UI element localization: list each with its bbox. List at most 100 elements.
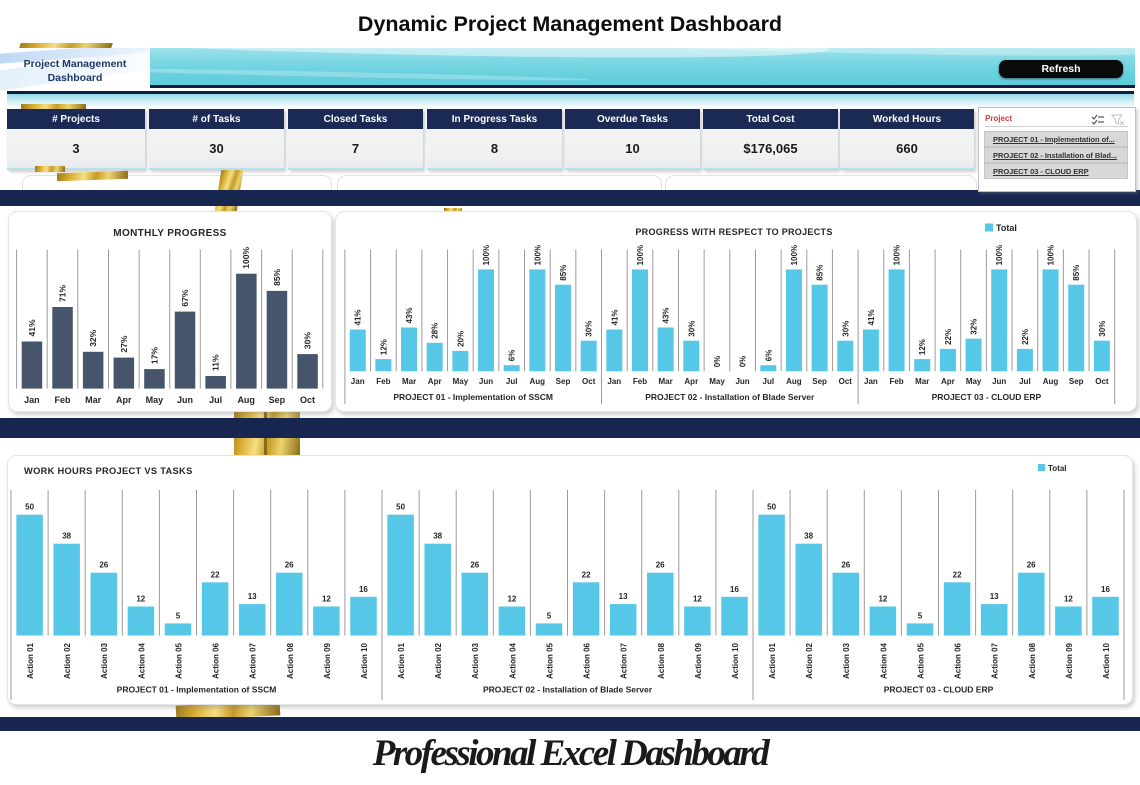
svg-text:71%: 71% [58, 285, 68, 302]
svg-text:Apr: Apr [684, 377, 698, 386]
svg-text:43%: 43% [405, 307, 414, 323]
svg-text:38: 38 [804, 532, 813, 541]
svg-text:22: 22 [211, 570, 220, 579]
svg-text:26: 26 [1027, 561, 1036, 570]
svg-text:PROJECT 02 - Installation of B: PROJECT 02 - Installation of Blade Serve… [483, 685, 653, 695]
svg-text:43%: 43% [662, 307, 671, 323]
svg-text:Action 09: Action 09 [323, 642, 332, 679]
svg-text:17%: 17% [149, 347, 159, 364]
svg-text:Sep: Sep [556, 377, 571, 386]
svg-text:100%: 100% [995, 245, 1004, 265]
svg-text:Jul: Jul [209, 395, 222, 405]
svg-text:12: 12 [1064, 595, 1073, 604]
svg-text:Feb: Feb [633, 377, 647, 386]
svg-text:11%: 11% [211, 354, 221, 371]
svg-text:Sep: Sep [1069, 377, 1084, 386]
svg-text:PROJECT 03 - CLOUD ERP: PROJECT 03 - CLOUD ERP [932, 392, 1042, 402]
svg-text:May: May [709, 377, 725, 386]
svg-text:30%: 30% [687, 321, 696, 337]
svg-text:Action 07: Action 07 [249, 642, 258, 679]
svg-text:100%: 100% [482, 245, 491, 265]
svg-text:85%: 85% [1072, 265, 1081, 281]
svg-text:100%: 100% [241, 247, 251, 269]
svg-text:20%: 20% [456, 331, 465, 347]
svg-text:12: 12 [136, 595, 145, 604]
svg-text:Action 08: Action 08 [1028, 642, 1037, 679]
svg-text:6%: 6% [764, 350, 773, 362]
svg-text:Action 04: Action 04 [879, 642, 888, 679]
svg-text:26: 26 [470, 561, 479, 570]
svg-text:6%: 6% [508, 350, 517, 362]
svg-text:Jun: Jun [735, 377, 749, 386]
svg-text:38: 38 [62, 532, 71, 541]
svg-text:Action 10: Action 10 [1102, 642, 1111, 679]
svg-text:Action 08: Action 08 [657, 642, 666, 679]
svg-text:May: May [966, 377, 982, 386]
svg-text:13: 13 [619, 592, 628, 601]
svg-text:30%: 30% [585, 321, 594, 337]
svg-text:26: 26 [99, 561, 108, 570]
svg-text:Action 03: Action 03 [842, 642, 851, 679]
svg-text:41%: 41% [867, 309, 876, 325]
svg-text:100%: 100% [893, 245, 902, 265]
svg-text:Feb: Feb [376, 377, 390, 386]
svg-text:12: 12 [878, 595, 887, 604]
svg-text:Action 06: Action 06 [212, 642, 221, 679]
svg-text:PROGRESS WITH RESPECT TO PROJE: PROGRESS WITH RESPECT TO PROJECTS [635, 227, 832, 237]
svg-text:Jul: Jul [1019, 377, 1031, 386]
svg-text:Apr: Apr [941, 377, 955, 386]
svg-text:Aug: Aug [1043, 377, 1059, 386]
svg-text:Action 02: Action 02 [434, 642, 443, 679]
svg-text:Apr: Apr [428, 377, 442, 386]
svg-text:12: 12 [322, 595, 331, 604]
svg-text:Jan: Jan [24, 395, 40, 405]
svg-text:85%: 85% [816, 265, 825, 281]
svg-text:Total: Total [1048, 464, 1067, 473]
svg-text:12%: 12% [379, 339, 388, 355]
svg-text:100%: 100% [790, 245, 799, 265]
svg-text:100%: 100% [533, 245, 542, 265]
svg-text:Action 09: Action 09 [694, 642, 703, 679]
svg-text:Feb: Feb [889, 377, 903, 386]
svg-text:PROJECT 03 - CLOUD ERP: PROJECT 03 - CLOUD ERP [884, 685, 994, 695]
svg-text:26: 26 [285, 561, 294, 570]
svg-text:Action 03: Action 03 [100, 642, 109, 679]
svg-text:26: 26 [656, 561, 665, 570]
svg-text:Action 06: Action 06 [954, 642, 963, 679]
svg-text:Jun: Jun [479, 377, 493, 386]
svg-text:Apr: Apr [116, 395, 132, 405]
svg-text:Jan: Jan [864, 377, 878, 386]
svg-text:May: May [453, 377, 469, 386]
svg-text:22: 22 [582, 570, 591, 579]
svg-text:41%: 41% [27, 319, 37, 336]
svg-text:MONTHLY PROGRESS: MONTHLY PROGRESS [113, 228, 226, 239]
svg-text:Mar: Mar [85, 395, 102, 405]
svg-text:Oct: Oct [839, 377, 853, 386]
svg-text:0%: 0% [739, 356, 748, 368]
svg-text:5: 5 [176, 611, 181, 620]
svg-text:Mar: Mar [915, 377, 929, 386]
svg-text:50: 50 [396, 503, 405, 512]
svg-text:38: 38 [433, 532, 442, 541]
svg-text:Action 08: Action 08 [286, 642, 295, 679]
svg-text:100%: 100% [1047, 245, 1056, 265]
svg-text:85%: 85% [272, 268, 282, 285]
svg-text:Aug: Aug [786, 377, 802, 386]
svg-text:Total: Total [996, 223, 1017, 233]
svg-text:Action 05: Action 05 [175, 642, 184, 679]
svg-text:Jan: Jan [351, 377, 365, 386]
svg-text:30%: 30% [1098, 321, 1107, 337]
svg-text:Jun: Jun [177, 395, 193, 405]
svg-text:Action 01: Action 01 [26, 642, 35, 679]
svg-text:May: May [146, 395, 164, 405]
svg-text:5: 5 [547, 611, 552, 620]
svg-text:Action 09: Action 09 [1065, 642, 1074, 679]
svg-text:Jun: Jun [992, 377, 1006, 386]
svg-text:Mar: Mar [658, 377, 672, 386]
svg-text:Action 10: Action 10 [360, 642, 369, 679]
svg-text:22%: 22% [944, 329, 953, 345]
svg-text:16: 16 [1101, 585, 1110, 594]
svg-text:PROJECT 01 - Implementation of: PROJECT 01 - Implementation of SSCM [117, 685, 277, 695]
svg-text:Oct: Oct [300, 395, 315, 405]
svg-text:Action 07: Action 07 [991, 642, 1000, 679]
